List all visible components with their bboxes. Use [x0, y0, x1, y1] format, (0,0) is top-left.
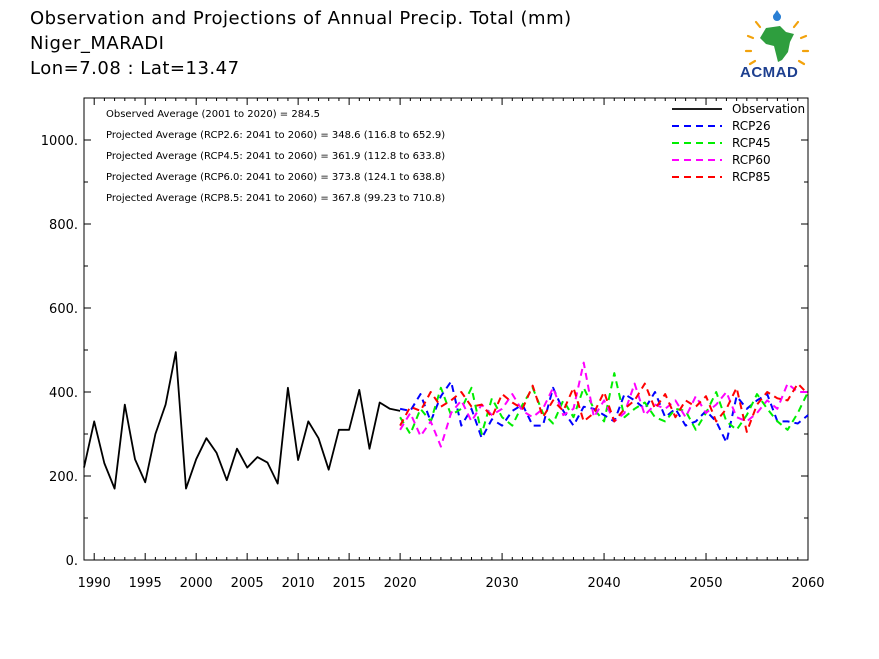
y-tick-label: 200.	[49, 470, 78, 485]
legend-label-rcp26: RCP26	[732, 119, 771, 133]
acmad-logo-icon	[744, 10, 810, 66]
y-tick-label: 600.	[49, 302, 78, 317]
coordinates: Lon=7.08 : Lat=13.47	[30, 58, 240, 79]
x-tick-label: 2000	[180, 576, 213, 591]
x-tick-label: 2060	[791, 576, 824, 591]
legend-label-rcp85: RCP85	[732, 170, 771, 184]
x-tick-label: 2020	[384, 576, 417, 591]
annotation-text: Projected Average (RCP8.5: 2041 to 2060)…	[106, 193, 445, 204]
series-line-rcp45	[399, 372, 809, 435]
chart-title: Observation and Projections of Annual Pr…	[30, 8, 572, 29]
x-tick-label: 2005	[231, 576, 264, 591]
x-tick-label: 2040	[588, 576, 621, 591]
logo-text: ACMAD	[740, 64, 799, 81]
x-tick-label: 2010	[282, 576, 315, 591]
x-tick-label: 2050	[689, 576, 722, 591]
legend-label-rcp45: RCP45	[732, 136, 771, 150]
y-tick-label: 800.	[49, 218, 78, 233]
annotation-text: Projected Average (RCP4.5: 2041 to 2060)…	[106, 151, 445, 162]
y-tick-label: 400.	[49, 386, 78, 401]
annotation-text: Projected Average (RCP6.0: 2041 to 2060)…	[106, 172, 445, 183]
series-line-observation	[83, 351, 401, 490]
y-tick-label: 1000.	[41, 134, 78, 149]
y-tick-label: 0.	[66, 554, 78, 569]
x-tick-label: 1990	[78, 576, 111, 591]
x-tick-label: 2015	[333, 576, 366, 591]
series-line-rcp85	[399, 382, 809, 433]
plot-border	[83, 97, 809, 561]
series-line-rcp26	[399, 380, 809, 444]
x-tick-label: 1995	[129, 576, 162, 591]
annotation-text: Observed Average (2001 to 2020) = 284.5	[106, 109, 320, 120]
annotation-text: Projected Average (RCP2.6: 2041 to 2060)…	[106, 130, 445, 141]
series-line-rcp60	[399, 361, 808, 448]
x-tick-label: 2030	[486, 576, 519, 591]
legend-label-observation: Observation	[732, 102, 805, 116]
legend-label-rcp60: RCP60	[732, 153, 771, 167]
location-name: Niger_MARADI	[30, 33, 165, 54]
